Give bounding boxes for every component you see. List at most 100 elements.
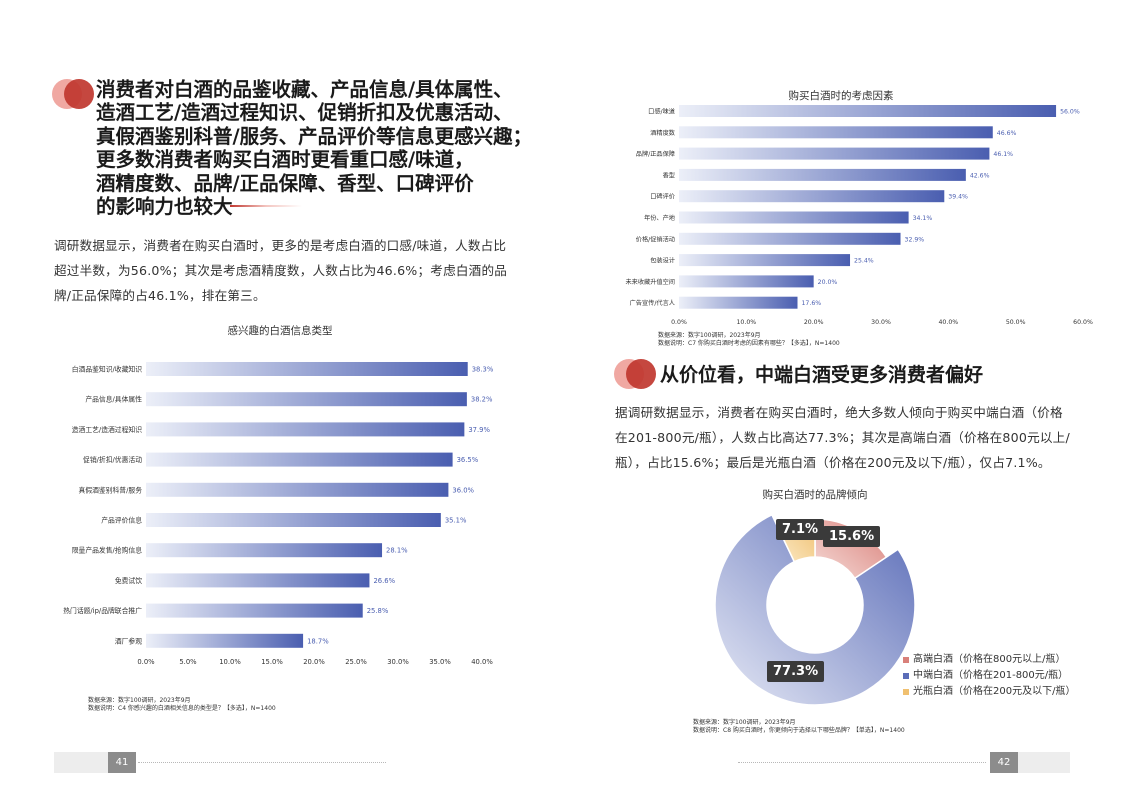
value-label: 34.1% <box>913 215 933 222</box>
bar <box>679 254 851 267</box>
value-label: 36.5% <box>457 456 479 464</box>
legend-label: 高端白酒（价格在800元以上/瓶） <box>913 654 1066 665</box>
bar <box>146 392 467 407</box>
category-label: 年份、产地 <box>644 214 675 222</box>
value-label: 20.0% <box>818 279 838 286</box>
bar <box>679 232 901 245</box>
title-line: 造酒工艺/造酒过程知识、促销折扣及优惠活动、 <box>96 101 513 125</box>
category-label: 白酒品鉴知识/收藏知识 <box>72 365 142 374</box>
bar <box>679 275 814 288</box>
category-label: 口感/味道 <box>648 108 675 116</box>
category-label: 产品评价信息 <box>101 516 142 525</box>
bar <box>146 513 441 527</box>
source-line: 数据来源：数字100调研，2023年9月 <box>88 697 191 704</box>
value-label: 28.1% <box>386 547 408 555</box>
chart-title-brand: 购买白酒时的品牌倾向 <box>762 489 868 501</box>
bar <box>679 211 909 224</box>
tick-label: 0.0% <box>137 658 155 666</box>
title-line: 的影响力也较大 <box>96 195 233 219</box>
category-label: 酒厂参观 <box>115 636 142 645</box>
tick-label: 15.0% <box>261 658 283 666</box>
value-label: 36.0% <box>452 486 474 494</box>
bar <box>679 296 798 309</box>
category-label: 品牌/正品保障 <box>636 150 675 158</box>
value-label: 42.6% <box>970 172 990 179</box>
bar <box>146 482 449 497</box>
pie-label-low: 7.1% <box>776 519 825 540</box>
bar <box>146 452 453 467</box>
tick-label: 35.0% <box>429 658 451 666</box>
page-title: 消费者对白酒的品鉴收藏、产品信息/具体属性、 造酒工艺/造酒过程知识、促销折扣及优… <box>96 78 533 219</box>
source-note-right-1: 数据来源：数字100调研，2023年9月 数据说明：C7 你购买白酒时考虑的因素… <box>658 332 840 348</box>
category-label: 产品信息/具体属性 <box>85 395 142 404</box>
category-label: 广告宣传/代言人 <box>630 299 675 307</box>
title-line: 真假酒鉴别科普/服务、产品评价等信息更感兴趣； <box>96 124 533 148</box>
value-label: 39.4% <box>948 194 968 201</box>
legend-swatch <box>903 673 909 679</box>
tick-label: 40.0% <box>939 319 959 326</box>
chart-title-factors: 购买白酒时的考虑因素 <box>788 90 894 102</box>
category-label: 促销/折扣/优惠活动 <box>83 455 142 464</box>
value-label: 25.8% <box>367 607 389 615</box>
value-label: 38.2% <box>471 396 493 404</box>
bar <box>146 573 370 588</box>
value-label: 25.4% <box>854 258 874 265</box>
tick-label: 30.0% <box>387 658 409 666</box>
bar <box>679 190 945 203</box>
brand-donut-chart <box>710 500 920 710</box>
value-label: 46.1% <box>993 151 1013 158</box>
value-label: 18.7% <box>307 637 329 645</box>
bar <box>146 603 363 618</box>
circles-decor-icon <box>52 79 96 109</box>
page-number: 42 <box>990 752 1018 773</box>
legend-item-high: 高端白酒（价格在800元以上/瓶） <box>903 652 1075 668</box>
title-line: 消费者对白酒的品鉴收藏、产品信息/具体属性、 <box>96 78 513 101</box>
interest-bar-chart: 白酒品鉴知识/收藏知识 38.3% 产品信息/具体属性 38.2% 造酒工艺/造酒过程知… <box>20 350 540 672</box>
tick-label: 60.0% <box>1073 319 1093 326</box>
category-label: 造酒工艺/造酒过程知识 <box>72 425 142 434</box>
legend-item-low: 光瓶白酒（价格在200元及以下/瓶） <box>903 684 1075 700</box>
section-title: 从价位看，中端白酒受更多消费者偏好 <box>660 364 984 386</box>
tick-label: 20.0% <box>303 658 325 666</box>
pie-slice <box>714 513 916 706</box>
title-line: 酒精度数、品牌/正品保障、香型、口碑评价 <box>96 171 474 195</box>
source-line: 数据说明：C4 你感兴趣的白酒相关信息的类型是？【多选】，N=1400 <box>88 705 276 712</box>
footer-divider <box>738 762 986 763</box>
factors-bar-chart: 口感/味道 56.0% 酒精度数 46.6% 品牌/正品保障 46.1% 香型 42.6% 口碑… <box>621 100 1101 330</box>
category-label: 香型 <box>663 171 675 179</box>
source-line: 数据来源：数字100调研，2023年9月 <box>693 719 796 726</box>
tick-label: 20.0% <box>804 319 824 326</box>
circles-decor-icon <box>614 359 658 389</box>
category-label: 真假酒鉴别科普/服务 <box>79 485 143 494</box>
tick-label: 10.0% <box>219 658 241 666</box>
value-label: 38.3% <box>472 366 494 374</box>
pie-legend: 高端白酒（价格在800元以上/瓶） 中端白酒（价格在201-800元/瓶） 光瓶… <box>903 652 1075 700</box>
tick-label: 5.0% <box>179 658 197 666</box>
bar <box>146 633 304 648</box>
intro-paragraph: 调研数据显示，消费者在购买白酒时，更多的是考虑白酒的口感/味道，人数占比超过半数… <box>54 238 508 303</box>
source-line: 数据说明：C7 你购买白酒时考虑的因素有哪些？【多选】，N=1400 <box>658 340 840 347</box>
right-page: 购买白酒时的考虑因素 口感/味道 56.0% 酒精度数 46.6% 品牌/正品保障 46.… <box>561 0 1123 793</box>
tick-label: 0.0% <box>671 319 687 326</box>
category-label: 未来收藏升值空间 <box>626 278 676 286</box>
legend-swatch <box>903 689 909 695</box>
value-label: 37.9% <box>468 426 490 434</box>
legend-item-mid: 中端白酒（价格在201-800元/瓶） <box>903 668 1075 684</box>
left-page: 消费者对白酒的品鉴收藏、产品信息/具体属性、 造酒工艺/造酒过程知识、促销折扣及优… <box>0 0 561 793</box>
bar <box>146 362 468 376</box>
tick-label: 25.0% <box>345 658 367 666</box>
category-label: 酒精度数 <box>650 129 676 137</box>
tick-label: 40.0% <box>471 658 493 666</box>
bar <box>679 126 993 139</box>
bar <box>146 543 383 558</box>
footer-divider <box>138 762 386 763</box>
pie-label-mid: 77.3% <box>767 661 825 682</box>
price-paragraph: 据调研数据显示，消费者在购买白酒时，绝大多数人倾向于购买中端白酒（价格在201-… <box>615 405 1070 470</box>
title-underline <box>230 205 302 207</box>
value-label: 56.0% <box>1060 109 1080 116</box>
pie-label-high: 15.6% <box>823 526 881 547</box>
category-label: 热门话题/ip/品牌联合推广 <box>63 606 142 615</box>
category-label: 包装设计 <box>650 257 675 265</box>
value-label: 26.6% <box>373 577 395 585</box>
chart-title-interest: 感兴趣的白酒信息类型 <box>227 325 333 337</box>
